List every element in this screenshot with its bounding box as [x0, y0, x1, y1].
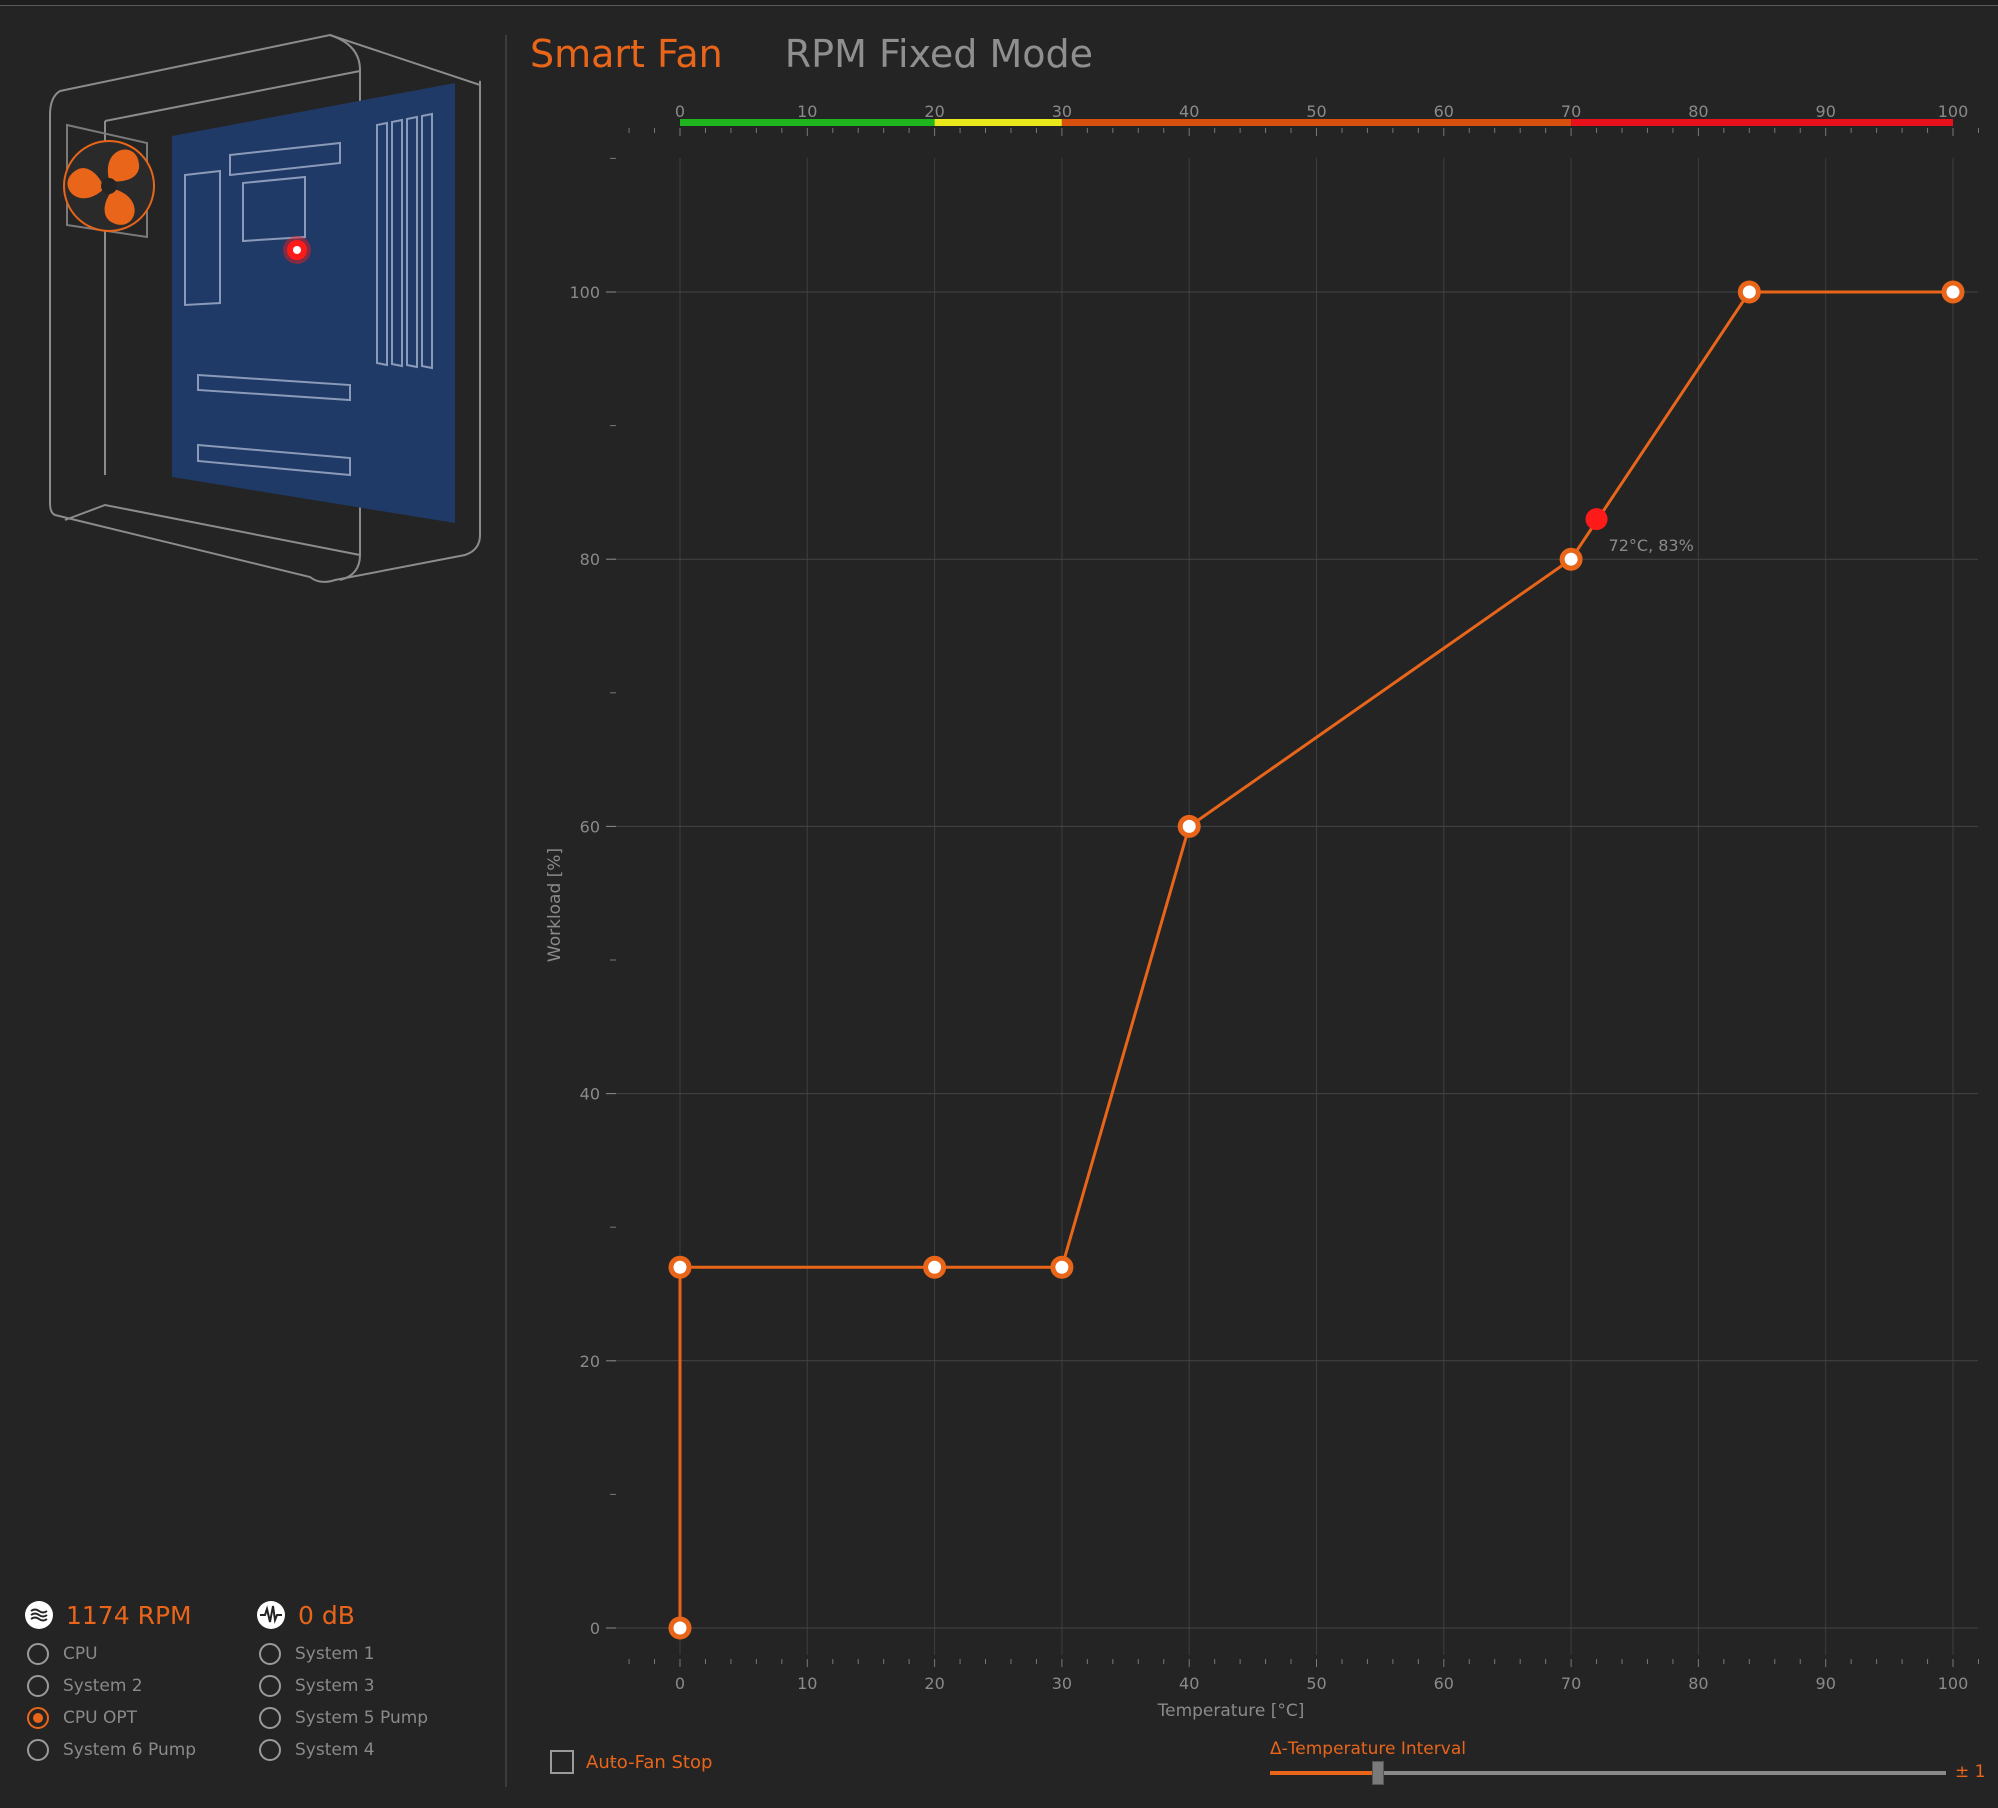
fan-option-label: System 6 Pump	[63, 1740, 197, 1760]
slider-thumb[interactable]	[1372, 1761, 1385, 1785]
y-tick-label: 60	[580, 817, 600, 836]
x-tick-label: 0	[675, 1674, 685, 1693]
current-point-marker	[1585, 508, 1608, 531]
mode-tabs: Smart Fan RPM Fixed Mode	[530, 24, 1093, 84]
chart-grid	[610, 158, 1978, 1655]
temperature-interval-label: Δ-Temperature Interval	[1270, 1739, 1466, 1759]
x-tick-label: 20	[924, 1674, 944, 1693]
fan-option-cpu[interactable]: CPU	[27, 1643, 98, 1665]
color-bar-tick-label: 40	[1179, 102, 1199, 121]
current-point-label: 72°C, 83%	[1609, 536, 1694, 555]
fan-option-label: System 5 Pump	[295, 1708, 429, 1728]
y-axis-label: Workload [%]	[545, 848, 565, 962]
x-tick-label: 50	[1306, 1674, 1326, 1693]
fan-option-system-4[interactable]: System 4	[259, 1739, 375, 1761]
tab-rpm-fixed-mode[interactable]: RPM Fixed Mode	[784, 32, 1094, 76]
y-tick-label: 40	[580, 1085, 600, 1104]
curve-control-point	[668, 1616, 692, 1640]
x-axis-label: Temperature [°C]	[1157, 1701, 1305, 1721]
color-bar-tick-label: 0	[675, 102, 685, 121]
fan-option-label: System 1	[295, 1644, 375, 1664]
color-bar-tick-label: 100	[1938, 102, 1969, 121]
x-tick-label: 30	[1052, 1674, 1072, 1693]
fan-option-label: System 2	[63, 1676, 143, 1696]
radio-system-5-pump[interactable]	[259, 1707, 281, 1729]
curve-control-point	[668, 1255, 692, 1279]
radio-cpu[interactable]	[27, 1643, 49, 1665]
auto-fan-stop-checkbox[interactable]	[550, 1750, 574, 1774]
x-tick-label: 100	[1938, 1674, 1969, 1693]
x-tick-label: 40	[1179, 1674, 1199, 1693]
noise-value: 0 dB	[298, 1600, 355, 1630]
fan-option-label: System 4	[295, 1740, 375, 1760]
rpm-readout: 1174 RPM	[24, 1600, 192, 1630]
color-bar-tick-label: 90	[1816, 102, 1836, 121]
fan-option-system-3[interactable]: System 3	[259, 1675, 375, 1697]
color-band	[1571, 119, 1953, 126]
color-band	[680, 119, 935, 126]
radio-system-2[interactable]	[27, 1675, 49, 1697]
curve-control-point	[1941, 280, 1965, 304]
fan-option-label: CPU	[63, 1644, 98, 1664]
color-band	[934, 119, 1062, 126]
y-tick-label: 20	[580, 1352, 600, 1371]
auto-fan-stop-toggle[interactable]: Auto-Fan Stop	[550, 1750, 712, 1774]
color-bar-tick-label: 80	[1688, 102, 1708, 121]
fan-curve	[668, 280, 1965, 1640]
tab-smart-fan[interactable]: Smart Fan	[530, 32, 723, 76]
pc-case-illustration	[49, 33, 481, 583]
color-bar-tick-label: 20	[924, 102, 944, 121]
y-tick-label: 80	[580, 550, 600, 569]
curve-control-point	[1050, 1255, 1074, 1279]
auto-fan-stop-label: Auto-Fan Stop	[586, 1751, 713, 1773]
color-bar-tick-label: 30	[1052, 102, 1072, 121]
color-band	[1061, 119, 1572, 126]
color-bar-tick-label: 70	[1561, 102, 1581, 121]
x-tick-label: 10	[797, 1674, 817, 1693]
top-border	[0, 0, 1998, 6]
airflow-icon	[25, 1601, 53, 1629]
fan-icon	[63, 140, 155, 232]
color-bar-tick-label: 10	[797, 102, 817, 121]
fan-option-label: CPU OPT	[63, 1708, 137, 1728]
temperature-color-bar	[680, 119, 1953, 126]
y-tick-label: 0	[590, 1619, 600, 1638]
x-tick-label: 70	[1561, 1674, 1581, 1693]
color-bar-tick-label: 60	[1434, 102, 1454, 121]
chart-minor-ticks	[610, 128, 1979, 1763]
curve-line	[678, 290, 1953, 1628]
fan-option-label: System 3	[295, 1676, 375, 1696]
panel-divider	[505, 35, 507, 1787]
color-bar-tick-labels: 0 10 20 30 40 50 60 70 80 90 100	[675, 102, 1968, 121]
x-axis-tick-labels: 0 10 20 30 40 50 60 70 80 90 100	[675, 1674, 1968, 1693]
noise-readout: 0 dB	[256, 1600, 355, 1630]
fan-option-system-1[interactable]: System 1	[259, 1643, 375, 1665]
fan-option-system-2[interactable]: System 2	[27, 1675, 143, 1697]
current-operating-point: 72°C, 83%	[1585, 508, 1694, 555]
rpm-value: 1174 RPM	[66, 1600, 192, 1630]
curve-control-point	[1559, 547, 1583, 571]
fan-option-system-5-pump[interactable]: System 5 Pump	[259, 1707, 428, 1729]
fan-option-cpu-opt[interactable]: CPU OPT	[27, 1707, 137, 1729]
temperature-interval-value: ± 1	[1955, 1762, 1986, 1782]
color-bar-tick-label: 50	[1306, 102, 1326, 121]
radio-cpu-opt[interactable]	[27, 1707, 49, 1729]
radio-system-4[interactable]	[259, 1739, 281, 1761]
x-tick-label: 60	[1434, 1674, 1454, 1693]
sensor-marker-icon	[283, 236, 311, 264]
curve-control-point	[1737, 280, 1761, 304]
curve-control-point	[1177, 814, 1201, 838]
x-tick-label: 90	[1816, 1674, 1836, 1693]
y-axis-tick-labels: 0 20 40 60 80 100	[569, 283, 616, 1638]
radio-system-3[interactable]	[259, 1675, 281, 1697]
noise-icon	[257, 1601, 285, 1629]
radio-system-6-pump[interactable]	[27, 1739, 49, 1761]
radio-system-1[interactable]	[259, 1643, 281, 1665]
x-tick-label: 80	[1688, 1674, 1708, 1693]
y-tick-label: 100	[569, 283, 600, 302]
slider-fill	[1270, 1771, 1379, 1775]
curve-control-point	[923, 1255, 947, 1279]
fan-option-system-6-pump[interactable]: System 6 Pump	[27, 1739, 196, 1761]
temperature-interval-slider[interactable]	[1270, 1761, 1946, 1785]
